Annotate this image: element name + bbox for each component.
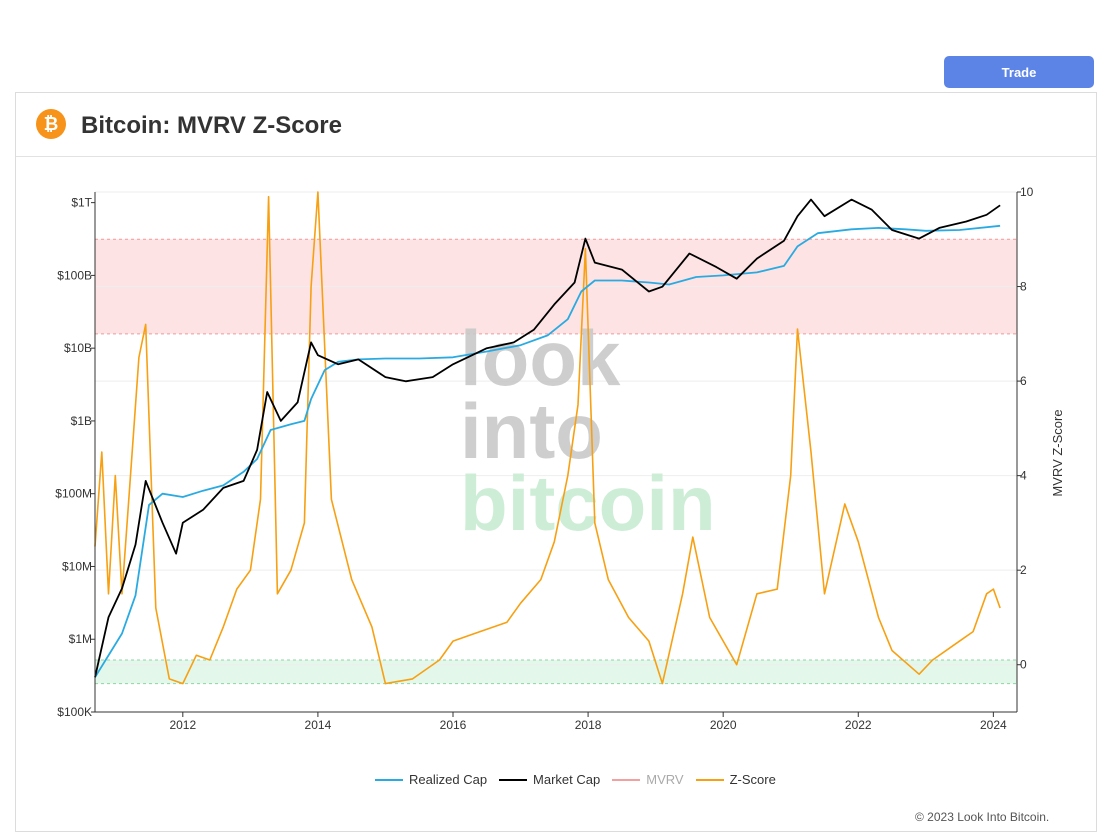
left-tick-label: $10M <box>62 559 92 573</box>
card-header: ₿ Bitcoin: MVRV Z-Score <box>16 93 1096 157</box>
watermark-word: look <box>460 314 621 402</box>
series-z-score <box>94 191 1001 685</box>
series-market-cap <box>94 198 1001 678</box>
mvrv-swatch <box>612 778 641 781</box>
left-tick-label: $10B <box>64 341 92 355</box>
legend-item-realized-cap[interactable]: Realized Cap <box>375 772 487 787</box>
page-title: Bitcoin: MVRV Z-Score <box>81 112 342 139</box>
axis-layer: $1T $100B $10B $1B $100M $10M $1M $100K 0 2 4 6 8 10 2… <box>55 185 1033 732</box>
series-layer <box>94 191 1001 685</box>
watermark-word: bitcoin <box>460 459 716 547</box>
trade-button[interactable]: Trade <box>944 56 1094 88</box>
legend-item-market-cap[interactable]: Market Cap <box>499 772 600 787</box>
legend-item-z-score[interactable]: Z-Score <box>695 772 776 787</box>
x-tick-label: 2024 <box>980 718 1007 732</box>
right-tick-label: 0 <box>1020 658 1027 672</box>
realized-cap-swatch <box>375 778 403 781</box>
legend-label: Market Cap <box>533 772 601 787</box>
legend-item-mvrv[interactable]: MVRV <box>612 772 684 787</box>
left-tick-label: $1B <box>71 414 92 428</box>
legend-label: Z-Score <box>729 772 776 787</box>
x-tick-label: 2020 <box>710 718 737 732</box>
right-tick-label: 10 <box>1020 185 1034 199</box>
bitcoin-logo-icon: ₿ <box>36 109 66 139</box>
right-axis-label: MVRV Z-Score <box>1050 409 1065 496</box>
z-score-swatch <box>695 778 724 781</box>
grid-layer <box>95 191 1017 666</box>
right-tick-label: 6 <box>1020 374 1027 388</box>
right-tick-label: 8 <box>1020 280 1027 294</box>
chart-card: ₿ Bitcoin: MVRV Z-Score <box>15 92 1097 832</box>
left-tick-label: $1M <box>69 632 92 646</box>
x-tick-label: 2022 <box>845 718 872 732</box>
left-tick-label: $100B <box>57 268 92 282</box>
legend-label: Realized Cap <box>409 772 488 787</box>
chart-legend: Realized Cap Market Cap MVRV Z-Score <box>375 772 776 787</box>
x-tick-label: 2018 <box>575 718 602 732</box>
series-realized-cap <box>94 224 1001 678</box>
market-cap-swatch <box>499 778 528 781</box>
right-tick-label: 2 <box>1020 563 1027 577</box>
copyright-text: © 2023 Look Into Bitcoin. <box>915 810 1050 824</box>
right-tick-label: 4 <box>1020 469 1027 483</box>
left-tick-label: $1T <box>71 196 92 210</box>
legend-label: MVRV <box>646 772 684 787</box>
x-tick-label: 2012 <box>169 718 196 732</box>
left-tick-label: $100K <box>57 705 92 719</box>
band-bottom <box>95 660 1017 684</box>
watermark-word: into <box>460 387 603 475</box>
x-tick-label: 2016 <box>440 718 467 732</box>
left-tick-label: $100M <box>55 487 92 501</box>
x-tick-label: 2014 <box>305 718 332 732</box>
